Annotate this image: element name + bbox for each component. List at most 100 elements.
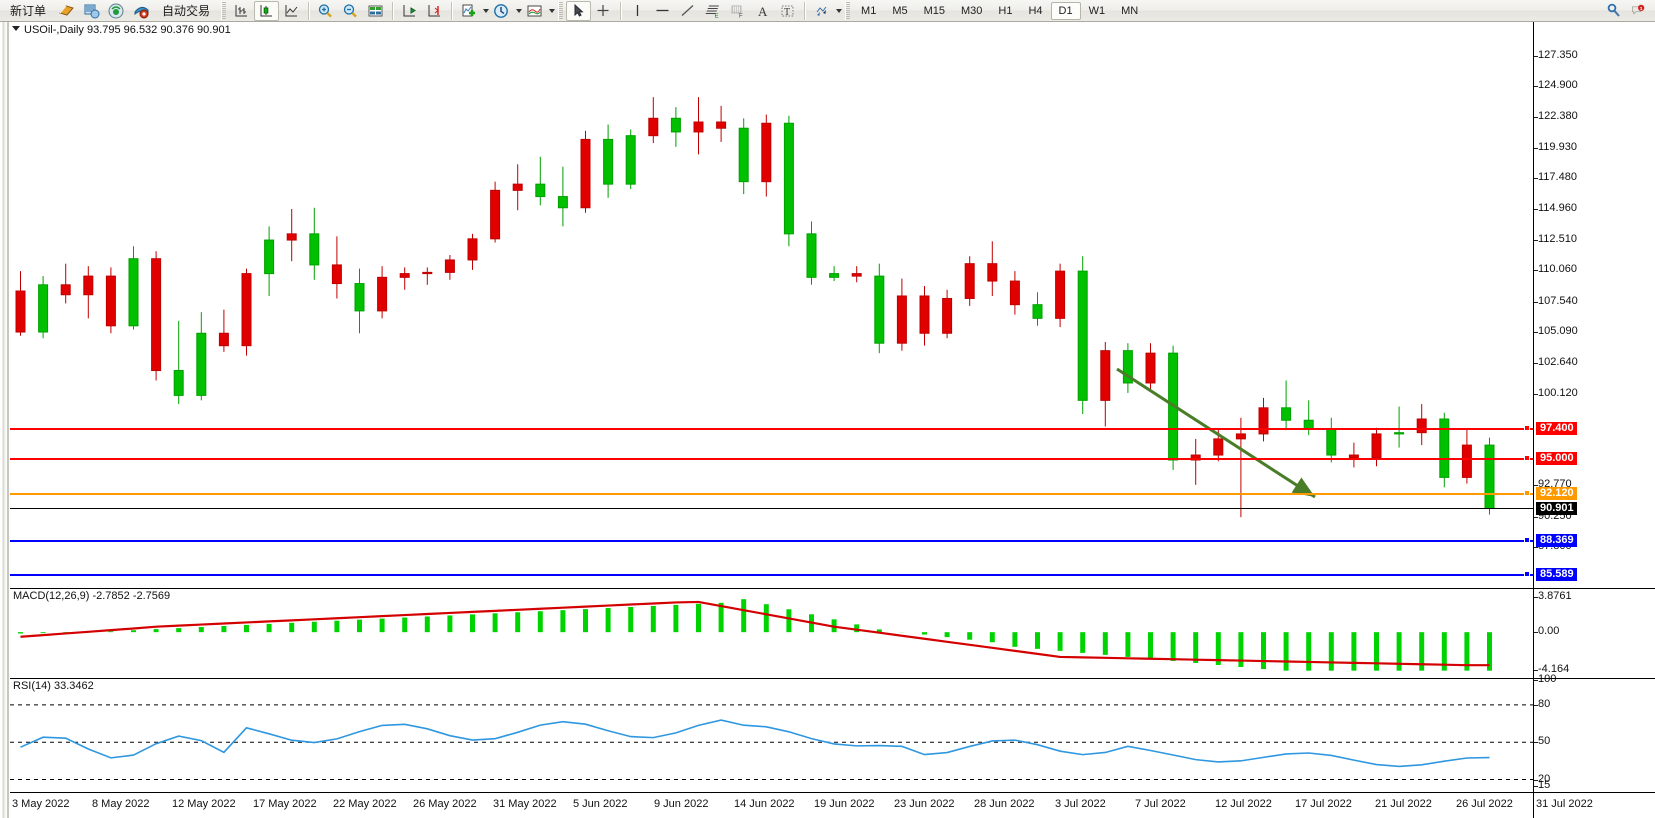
toolbar-divider-3 <box>451 1 453 20</box>
level-handle-support-1[interactable] <box>1524 537 1530 543</box>
indicators-dropdown-caret[interactable] <box>483 8 490 13</box>
vertical-line-icon[interactable] <box>625 1 650 21</box>
candle-body <box>151 258 162 372</box>
publish-icon[interactable] <box>54 1 79 21</box>
tab-timeframe-d1[interactable]: D1 <box>1050 1 1081 20</box>
tab-timeframe-mn[interactable]: MN <box>1121 4 1139 17</box>
price-tick-label: 117.480 <box>1538 171 1577 183</box>
date-tick-label: 14 Jun 2022 <box>734 798 795 810</box>
text-box-icon[interactable]: T <box>775 1 800 21</box>
level-line-current-price[interactable] <box>10 508 1533 509</box>
date-axis[interactable]: 3 May 2022 8 May 2022 12 May 2022 17 May 20… <box>10 792 1593 818</box>
auto-scroll-icon[interactable] <box>422 1 447 21</box>
expert-advisors-icon[interactable] <box>129 1 154 21</box>
horizontal-line-icon[interactable] <box>650 1 675 21</box>
objects-dropdown-caret[interactable] <box>836 8 843 13</box>
candlestick-chart-icon[interactable] <box>254 0 280 21</box>
crosshair-icon[interactable] <box>591 1 616 21</box>
candle-body <box>309 233 320 266</box>
period-dropdown-caret[interactable] <box>516 8 523 13</box>
candle-body <box>851 273 862 277</box>
level-line-resistance-1[interactable] <box>10 428 1533 430</box>
fibonacci-icon[interactable]: E <box>700 1 725 21</box>
level-line-pivot[interactable] <box>10 493 1533 495</box>
candle-body <box>806 233 817 278</box>
level-label-pivot[interactable]: 92.120 <box>1536 487 1577 500</box>
autotrade-button[interactable]: 自动交易 <box>154 1 218 21</box>
zoom-in-icon[interactable] <box>313 1 338 21</box>
toolbar-separator-3 <box>845 1 851 20</box>
cursor-icon[interactable] <box>566 0 592 21</box>
level-handle-resistance-1[interactable] <box>1524 425 1530 431</box>
chart-collapse-icon[interactable] <box>12 26 20 31</box>
text-label-icon[interactable]: A <box>750 1 775 21</box>
tab-timeframe-m30[interactable]: M30 <box>961 4 983 17</box>
period-icon[interactable] <box>489 1 514 21</box>
tab-timeframe-w1[interactable]: W1 <box>1088 4 1106 17</box>
trendline-icon[interactable] <box>675 1 700 21</box>
chart-area[interactable]: USOil-,Daily 93.795 96.532 90.376 90.901… <box>0 22 1655 818</box>
price-axis[interactable]: 127.350 124.900 122.380 119.930 117.480 114.9… <box>1533 22 1655 818</box>
level-label-current-price[interactable]: 90.901 <box>1536 502 1577 515</box>
chart-shift-icon[interactable] <box>397 1 422 21</box>
date-tick-label: 17 May 2022 <box>253 798 317 810</box>
search-icon[interactable] <box>1601 1 1627 21</box>
rsi-tick-mark <box>1534 780 1538 781</box>
rsi-canvas[interactable] <box>10 680 1533 792</box>
templates-icon[interactable] <box>522 1 547 21</box>
objects-icon[interactable] <box>809 1 834 21</box>
toolbar-separator-2 <box>558 1 564 20</box>
new-order-button[interactable]: 新订单 <box>2 1 54 21</box>
date-tick-label: 23 Jun 2022 <box>894 798 955 810</box>
tab-timeframe-h1[interactable]: H1 <box>998 4 1013 17</box>
alerts-icon[interactable]: 1 <box>1627 2 1649 20</box>
level-line-support-2[interactable] <box>10 574 1533 576</box>
price-tick-mark <box>1534 86 1538 87</box>
level-handle-pivot[interactable] <box>1524 490 1530 496</box>
chart-scale-handle[interactable] <box>0 22 10 818</box>
svg-text:T: T <box>784 7 790 18</box>
level-label-support-2[interactable]: 85.589 <box>1536 568 1577 581</box>
candle-body <box>196 332 207 396</box>
tab-timeframe-m15[interactable]: M15 <box>923 4 945 17</box>
tab-timeframe-h4[interactable]: H4 <box>1028 4 1043 17</box>
price-tick-mark <box>1534 363 1538 364</box>
tab-timeframe-m1[interactable]: M1 <box>861 4 877 17</box>
level-label-support-1[interactable]: 88.369 <box>1536 534 1577 547</box>
candle-body <box>1190 454 1201 461</box>
candle-body <box>535 183 546 198</box>
candle-body <box>738 127 749 183</box>
line-chart-icon[interactable] <box>279 1 304 21</box>
candle-body <box>964 263 975 299</box>
price-tick-mark <box>1534 178 1538 179</box>
level-line-resistance-2[interactable] <box>10 458 1533 460</box>
zoom-out-icon[interactable] <box>338 1 363 21</box>
price-tick-label: 105.090 <box>1538 325 1578 337</box>
broadcast-icon[interactable] <box>104 1 129 21</box>
tab-timeframe-m5[interactable]: M5 <box>892 4 908 17</box>
level-handle-support-2[interactable] <box>1524 571 1530 577</box>
chart-title: USOil-,Daily 93.795 96.532 90.376 90.901 <box>12 24 231 36</box>
level-label-resistance-1[interactable]: 97.400 <box>1536 422 1577 435</box>
level-line-support-1[interactable] <box>10 540 1533 542</box>
macd-tick-label: -4.164 <box>1538 663 1570 675</box>
date-tick-label: 8 May 2022 <box>92 798 150 810</box>
date-tick-label: 3 Jul 2022 <box>1055 798 1106 810</box>
candle-body <box>218 332 229 347</box>
bar-chart-icon[interactable] <box>229 1 254 21</box>
data-window-icon[interactable] <box>79 1 104 21</box>
candle-body <box>444 259 455 273</box>
indicators-add-icon[interactable] <box>456 1 481 21</box>
fibo-channel-icon[interactable]: F <box>725 1 750 21</box>
level-label-resistance-2[interactable]: 95.000 <box>1536 452 1577 465</box>
candle-body <box>354 283 365 312</box>
price-tick-label: 102.640 <box>1538 356 1578 368</box>
date-tick-label: 5 Jun 2022 <box>573 798 628 810</box>
price-chart-canvas[interactable] <box>10 40 1533 588</box>
date-tick-label: 12 Jul 2022 <box>1215 798 1272 810</box>
templates-dropdown-caret[interactable] <box>549 8 556 13</box>
svg-text:F: F <box>739 13 743 18</box>
macd-canvas[interactable] <box>10 590 1533 678</box>
chart-grid-icon[interactable] <box>363 1 388 21</box>
level-handle-resistance-2[interactable] <box>1524 455 1530 461</box>
